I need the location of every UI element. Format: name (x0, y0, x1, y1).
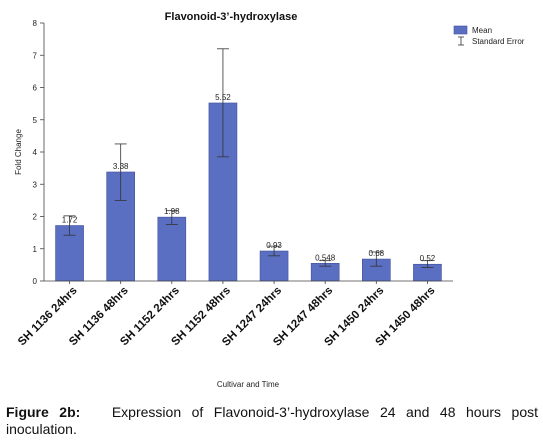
error-bar (319, 260, 332, 267)
bar-value-label: 3.38 (113, 162, 129, 171)
y-tick-label: 4 (33, 148, 38, 157)
bar-value-label: 0.548 (315, 253, 336, 262)
x-axis-label: Cultivar and Time (217, 380, 280, 389)
y-tick-label: 2 (33, 213, 38, 222)
y-tick-label: 1 (33, 245, 38, 254)
figure-caption: Figure 2b: Expression of Flavonoid-3’-hy… (6, 404, 538, 438)
caption-lead: Figure 2b: (6, 404, 81, 420)
y-tick-label: 3 (33, 180, 38, 189)
bars: 1.72 3.38 1.98 5.52 0.93 0.548 0.68 0.52 (55, 48, 442, 282)
y-tick-label: 6 (33, 84, 38, 93)
bar-value-label: 0.52 (420, 254, 436, 263)
error-bar (370, 251, 383, 267)
chart-title: Flavonoid-3’-hydroxylase (165, 11, 298, 23)
bar-value-label: 0.93 (266, 241, 282, 250)
error-bar (421, 260, 434, 268)
bar (157, 216, 187, 282)
legend-error-label: Standard Error (472, 37, 525, 46)
y-tick-label: 8 (33, 19, 38, 28)
legend-mean-swatch (453, 25, 468, 35)
legend: Mean Standard Error (453, 25, 525, 46)
error-bar (165, 210, 178, 225)
error-bar (114, 143, 127, 201)
error-bar (268, 245, 281, 257)
legend-error-icon (458, 36, 464, 46)
bar-value-label: 1.98 (164, 207, 180, 216)
y-tick-label: 5 (33, 116, 38, 125)
bar-value-label: 0.68 (369, 249, 385, 258)
legend-mean-label: Mean (472, 26, 492, 35)
y-tick-label: 0 (33, 277, 38, 286)
bar-value-label: 1.72 (62, 216, 78, 225)
y-axis-label: Fold Change (14, 129, 23, 175)
bar-value-label: 5.52 (215, 93, 231, 102)
caption-text: Expression of Flavonoid-3’-hydroxylase 2… (6, 404, 538, 437)
y-tick-label: 7 (33, 51, 38, 60)
error-bar (63, 215, 76, 236)
error-bar (216, 48, 229, 158)
chart: Flavonoid-3’-hydroxylase 0 1 2 3 4 5 6 7 8 1.72 3… (14, 11, 525, 389)
y-axis: 0 1 2 3 4 5 6 7 8 (33, 19, 45, 286)
